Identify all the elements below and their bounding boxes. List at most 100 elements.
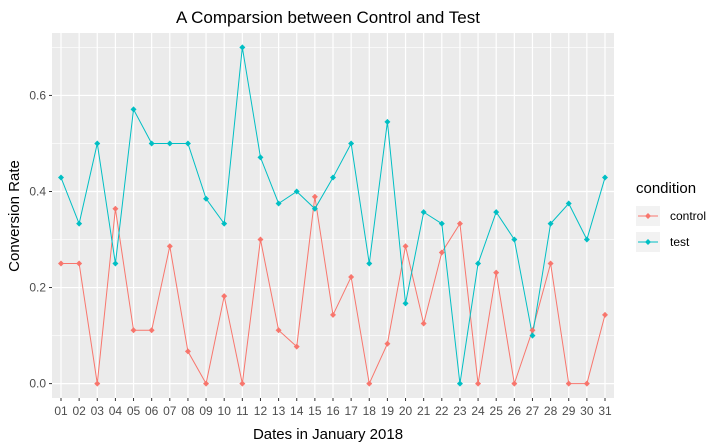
data-point-control [366,380,373,387]
x-tick-label: 12 [254,404,268,418]
x-tick-label: 31 [598,404,612,418]
x-tick-label: 27 [526,404,540,418]
legend: condition control test [636,180,706,252]
legend-item-test: test [636,232,690,252]
legend-item-control: control [636,206,706,226]
x-tick-label: 24 [471,404,485,418]
data-point-control [402,243,409,250]
data-point-test [493,209,500,216]
legend-marker [645,239,651,245]
data-point-test [384,118,391,125]
x-tick-label: 04 [109,404,123,418]
data-point-control [166,243,173,250]
legend-label: test [670,235,690,249]
data-point-control [112,205,119,212]
data-point-test [76,220,83,227]
x-tick-label: 10 [218,404,232,418]
legend-title: condition [636,180,696,197]
data-point-test [203,195,210,202]
data-point-control [275,327,282,334]
data-point-test [565,200,572,207]
data-point-test [148,140,155,147]
x-tick-label: 08 [181,404,195,418]
data-point-control [130,327,137,334]
series-points [58,44,608,387]
data-point-control [348,273,355,280]
x-axis: 01 02 03 04 05 06 07 08 09 10 11 12 13 14 15 16 17 18 19 20… [54,398,612,418]
x-tick-label: 15 [308,404,322,418]
x-tick-label: 02 [72,404,86,418]
x-tick-label: 19 [381,404,395,418]
data-point-test [602,174,608,181]
legend-label: control [670,209,706,223]
x-axis-title: Dates in January 2018 [253,426,403,443]
x-tick-label: 11 [236,404,249,418]
x-tick-label: 14 [290,404,304,418]
data-point-test [420,209,427,216]
x-tick-label: 30 [580,404,594,418]
data-point-test [583,236,590,243]
data-point-test [475,260,482,267]
data-point-control [529,327,536,334]
x-tick-label: 28 [544,404,558,418]
data-point-control [76,260,83,267]
data-point-control [475,380,482,387]
data-point-control [438,249,445,256]
x-tick-label: 05 [127,404,141,418]
data-point-control [565,380,572,387]
data-point-test [239,44,246,51]
y-axis-title: Conversion Rate [6,160,23,272]
data-point-control [58,260,64,267]
data-point-test [112,260,119,267]
data-point-test [330,174,336,181]
data-point-test [547,220,554,227]
data-point-test [221,220,228,227]
data-point-test [275,200,282,207]
y-tick-label: 0.2 [29,281,46,295]
data-point-control [203,380,210,387]
x-tick-label: 09 [199,404,213,418]
x-tick-label: 01 [54,404,68,418]
data-point-control [94,380,101,387]
y-axis: 0.0 0.2 0.4 0.6 [29,88,52,391]
data-point-test [94,140,101,147]
data-point-control [221,293,228,300]
x-tick-label: 20 [399,404,413,418]
data-point-control [257,236,264,243]
x-tick-label: 06 [145,404,159,418]
data-point-test [511,236,518,243]
data-point-test [348,140,355,147]
data-point-control [384,340,391,347]
x-tick-label: 23 [453,404,467,418]
x-tick-label: 17 [344,404,358,418]
data-point-test [366,260,373,267]
data-point-control [148,327,155,334]
x-tick-label: 29 [562,404,576,418]
data-point-control [311,193,318,200]
data-point-test [257,154,264,161]
data-point-control [511,380,518,387]
data-point-test [58,174,64,181]
chart-title: A Comparsion between Control and Test [176,8,480,27]
x-tick-label: 25 [490,404,504,418]
data-point-control [456,220,463,227]
y-tick-label: 0.4 [29,184,46,198]
data-point-test [456,380,463,387]
data-point-test [293,188,300,195]
data-point-test [184,140,191,147]
x-tick-label: 03 [91,404,105,418]
data-point-control [293,343,300,350]
data-point-control [420,320,427,327]
x-tick-label: 07 [163,404,177,418]
data-point-test [166,140,173,147]
data-point-control [330,311,336,318]
x-tick-label: 26 [508,404,522,418]
x-tick-label: 21 [417,404,431,418]
x-tick-label: 18 [363,404,377,418]
x-tick-label: 13 [272,404,286,418]
data-point-control [184,348,191,355]
data-point-control [239,380,246,387]
x-tick-label: 22 [435,404,449,418]
data-point-test [529,332,536,339]
